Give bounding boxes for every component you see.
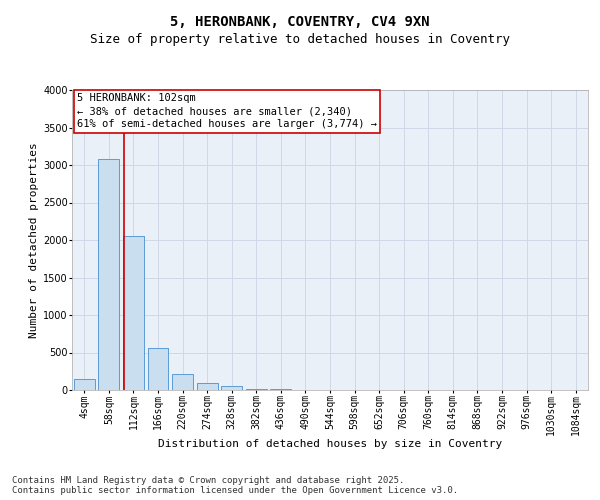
Bar — [98, 159, 119, 390]
Bar — [172, 374, 193, 390]
Bar — [148, 348, 169, 390]
Text: 5, HERONBANK, COVENTRY, CV4 9XN: 5, HERONBANK, COVENTRY, CV4 9XN — [170, 15, 430, 29]
Y-axis label: Number of detached properties: Number of detached properties — [29, 142, 39, 338]
Text: Contains HM Land Registry data © Crown copyright and database right 2025.
Contai: Contains HM Land Registry data © Crown c… — [12, 476, 458, 495]
Text: Size of property relative to detached houses in Coventry: Size of property relative to detached ho… — [90, 32, 510, 46]
Bar — [74, 379, 95, 390]
Bar — [221, 386, 242, 390]
Bar — [123, 236, 144, 390]
X-axis label: Distribution of detached houses by size in Coventry: Distribution of detached houses by size … — [158, 440, 502, 450]
Text: 5 HERONBANK: 102sqm
← 38% of detached houses are smaller (2,340)
61% of semi-det: 5 HERONBANK: 102sqm ← 38% of detached ho… — [77, 93, 377, 130]
Bar — [197, 383, 218, 390]
Bar — [246, 389, 267, 390]
